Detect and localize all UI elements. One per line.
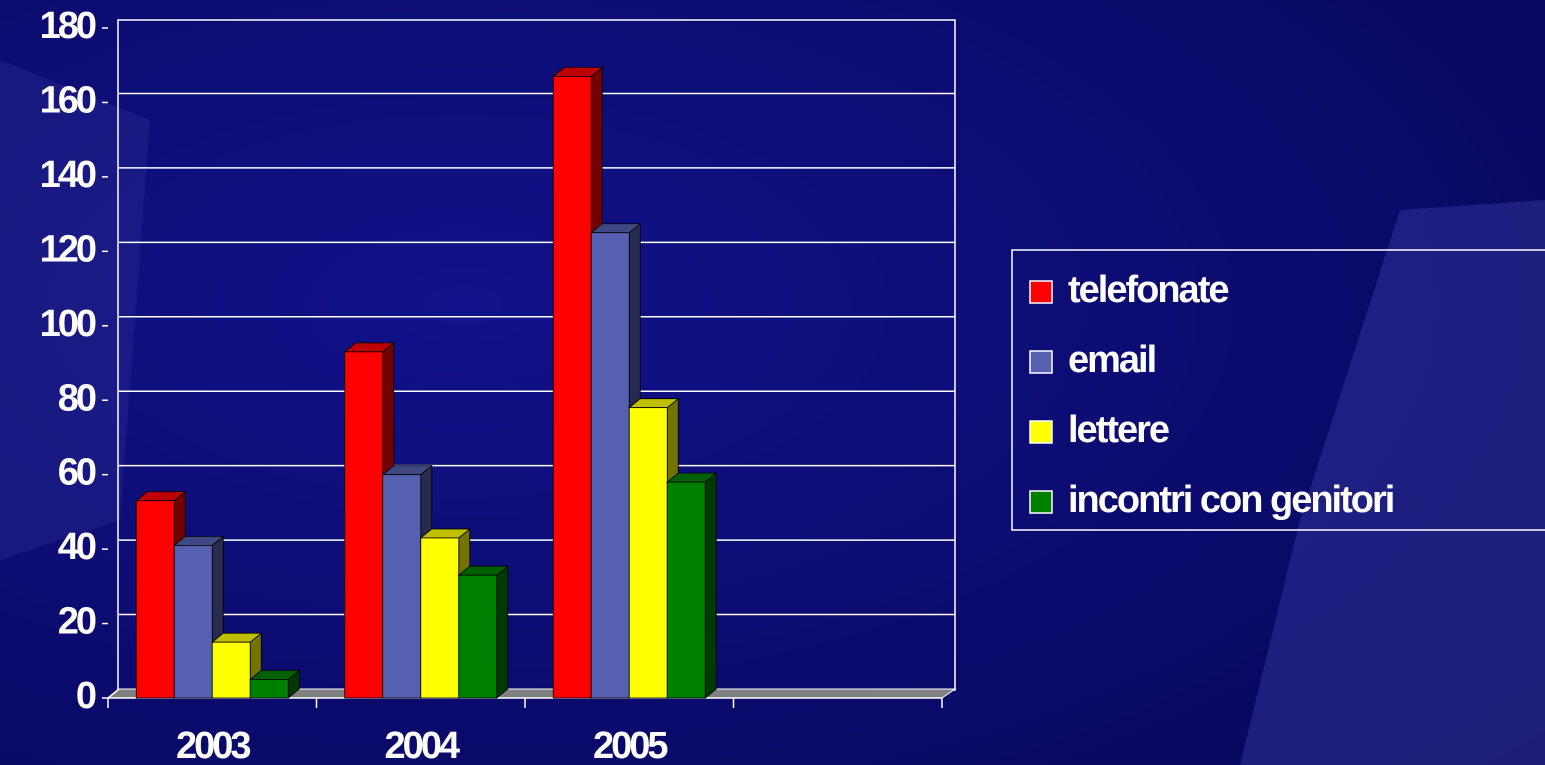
bar [628,407,668,699]
bar [249,678,289,699]
legend-swatch [1029,350,1053,374]
background-gear [1240,200,1545,765]
legend-swatch [1029,490,1053,514]
legend-swatch [1029,420,1053,444]
background-gear [0,60,150,560]
y-axis [107,688,120,699]
x-tick-label: 2003 [176,725,250,765]
bar [420,537,460,699]
bar [382,474,422,699]
bar [344,351,384,699]
y-tick-label: 60 [58,452,96,494]
y-tick-label: 120 [40,228,96,270]
y-tick-label: 0 [76,675,96,717]
legend-label: lettere [1068,409,1169,451]
y-tick-label: 40 [58,526,96,568]
y-tick-label: 140 [40,154,96,196]
legend-label: incontri con genitori [1068,479,1393,521]
y-tick-label: 80 [58,377,96,419]
bar [458,574,498,699]
legend-box [1011,249,1545,531]
bar-side [704,472,717,699]
bar-side [496,565,509,699]
bar [135,500,175,699]
x-tick-label: 2005 [593,725,668,765]
bar [173,544,213,699]
y-tick-label: 180 [40,5,96,47]
legend-label: email [1068,339,1155,381]
legend-label: telefonate [1068,269,1228,311]
bar [211,641,251,699]
bar [552,75,592,699]
x-tick-label: 2004 [384,725,459,765]
legend-swatch [1029,280,1053,304]
y-tick-label: 20 [58,601,96,643]
bar [666,481,706,699]
bar [590,232,630,699]
y-tick-label: 100 [40,303,96,345]
y-tick-label: 160 [40,79,96,121]
